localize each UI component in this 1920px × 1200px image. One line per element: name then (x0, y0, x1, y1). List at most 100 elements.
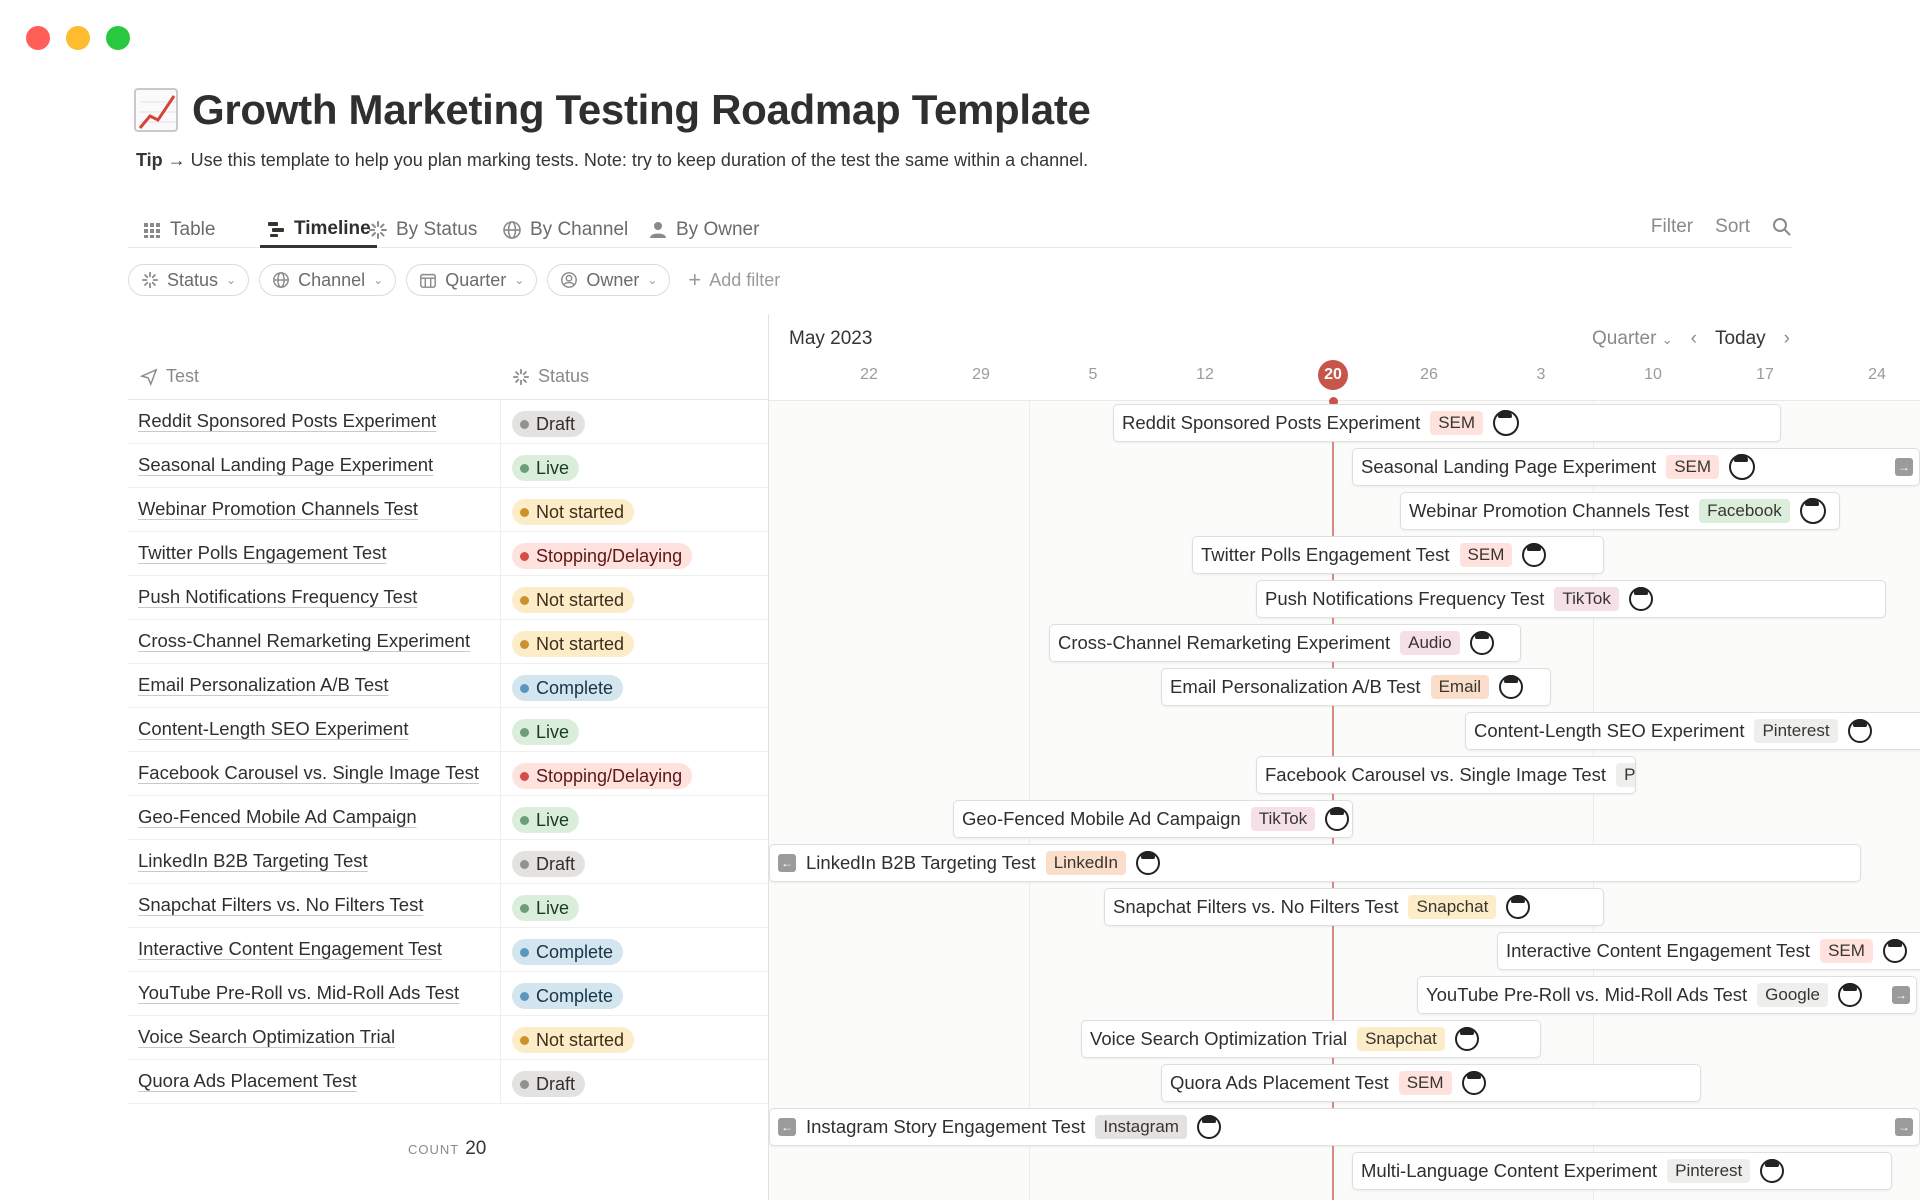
tab-table[interactable]: Table (136, 212, 221, 248)
table-row[interactable]: Voice Search Optimization Trial Not start… (128, 1016, 768, 1060)
timeline-bar[interactable]: ← LinkedIn B2B Targeting Test LinkedIn (769, 844, 1861, 882)
tab-by-status[interactable]: By Status (362, 212, 483, 248)
status-badge[interactable]: Not started (512, 499, 635, 525)
owner-avatar[interactable] (1729, 454, 1756, 480)
timeline-bar[interactable]: Seasonal Landing Page Experiment SEM → (1352, 448, 1920, 486)
sort-button[interactable]: Sort (1715, 216, 1750, 237)
owner-avatar[interactable] (1522, 543, 1547, 567)
table-row[interactable]: Facebook Carousel vs. Single Image Test S… (128, 752, 768, 796)
status-badge[interactable]: Stopping/Delaying (512, 543, 693, 569)
status-badge[interactable]: Not started (512, 631, 635, 657)
status-badge[interactable]: Draft (512, 851, 586, 877)
status-badge[interactable]: Complete (512, 939, 624, 965)
test-name[interactable]: Quora Ads Placement Test (138, 1070, 357, 1091)
test-name[interactable]: Twitter Polls Engagement Test (138, 542, 387, 563)
timeline-bar[interactable]: Facebook Carousel vs. Single Image Test P… (1256, 756, 1636, 794)
table-row[interactable]: Twitter Polls Engagement Test Stopping/De… (128, 532, 768, 576)
status-badge[interactable]: Live (512, 807, 580, 833)
owner-avatar[interactable] (1760, 1159, 1785, 1183)
table-row[interactable]: Reddit Sponsored Posts Experiment Draft (128, 400, 768, 444)
timeline-bar[interactable]: Email Personalization A/B Test Email (1161, 668, 1551, 706)
status-badge[interactable]: Live (512, 719, 580, 745)
arrow-left-icon[interactable]: ← (778, 1118, 796, 1136)
filter-button[interactable]: Filter (1650, 216, 1694, 237)
test-name[interactable]: Webinar Promotion Channels Test (138, 498, 419, 519)
status-badge[interactable]: Stopping/Delaying (512, 763, 693, 789)
timeline-bar[interactable]: Voice Search Optimization Trial Snapchat (1081, 1020, 1541, 1058)
minimize-window-button[interactable] (66, 26, 90, 50)
test-name[interactable]: Snapchat Filters vs. No Filters Test (138, 894, 424, 915)
table-row[interactable]: LinkedIn B2B Targeting Test Draft (128, 840, 768, 884)
owner-avatar[interactable] (1799, 498, 1826, 524)
table-row[interactable]: Snapchat Filters vs. No Filters Test Live (128, 884, 768, 928)
status-badge[interactable]: Draft (512, 411, 586, 437)
table-row[interactable]: Push Notifications Frequency Test Not sta… (128, 576, 768, 620)
arrow-right-icon[interactable]: → (1895, 1118, 1913, 1136)
owner-avatar[interactable] (1882, 939, 1907, 963)
column-header-status[interactable]: Status (512, 366, 589, 387)
timeline-bar[interactable]: YouTube Pre-Roll vs. Mid-Roll Ads Test Go… (1417, 976, 1917, 1014)
timeline-bar[interactable]: Multi-Language Content Experiment Pintere… (1352, 1152, 1892, 1190)
status-badge[interactable]: Not started (512, 1027, 635, 1053)
table-row[interactable]: YouTube Pre-Roll vs. Mid-Roll Ads Test Co… (128, 972, 768, 1016)
test-name[interactable]: Facebook Carousel vs. Single Image Test (138, 762, 480, 783)
timeline-bar[interactable]: Quora Ads Placement Test SEM (1161, 1064, 1701, 1102)
owner-avatar[interactable] (1469, 631, 1494, 655)
timeline-bar[interactable]: Push Notifications Frequency Test TikTok (1256, 580, 1886, 618)
owner-avatar[interactable] (1325, 807, 1350, 831)
quarter-filter-chip[interactable]: Quarter ⌄ (406, 264, 538, 296)
next-period-button[interactable]: › (1783, 328, 1790, 349)
channel-filter-chip[interactable]: Channel ⌄ (259, 264, 397, 296)
table-row[interactable]: Seasonal Landing Page Experiment Live (128, 444, 768, 488)
owner-avatar[interactable] (1196, 1115, 1221, 1139)
arrow-left-icon[interactable]: ← (778, 854, 796, 872)
test-name[interactable]: YouTube Pre-Roll vs. Mid-Roll Ads Test (138, 982, 460, 1003)
table-row[interactable]: Email Personalization A/B Test Complete (128, 664, 768, 708)
status-badge[interactable]: Not started (512, 587, 635, 613)
table-row[interactable]: Geo-Fenced Mobile Ad Campaign Live (128, 796, 768, 840)
test-name[interactable]: Cross-Channel Remarketing Experiment (138, 630, 471, 651)
owner-avatar[interactable] (1506, 895, 1531, 919)
timeline-range-select[interactable]: Quarter ⌄ (1592, 328, 1673, 350)
test-name[interactable]: Email Personalization A/B Test (138, 674, 389, 695)
timeline-bar[interactable]: Webinar Promotion Channels Test Facebook (1400, 492, 1840, 530)
owner-avatar[interactable] (1135, 851, 1160, 875)
timeline-bar[interactable]: Reddit Sponsored Posts Experiment SEM (1113, 404, 1781, 442)
test-name[interactable]: Push Notifications Frequency Test (138, 586, 418, 607)
today-button[interactable]: Today (1714, 328, 1766, 349)
test-name[interactable]: Voice Search Optimization Trial (138, 1026, 396, 1047)
table-row[interactable]: Webinar Promotion Channels Test Not start… (128, 488, 768, 532)
timeline-bar[interactable]: Cross-Channel Remarketing Experiment Audi… (1049, 624, 1521, 662)
status-filter-chip[interactable]: Status ⌄ (128, 264, 250, 296)
tab-by-channel[interactable]: By Channel (496, 212, 634, 248)
timeline-bar[interactable]: ← Instagram Story Engagement Test Instagra… (769, 1108, 1920, 1146)
owner-avatar[interactable] (1837, 983, 1862, 1007)
table-row[interactable]: Content-Length SEO Experiment Live (128, 708, 768, 752)
owner-avatar[interactable] (1454, 1027, 1479, 1051)
owner-avatar[interactable] (1628, 587, 1653, 611)
close-window-button[interactable] (26, 26, 50, 50)
test-name[interactable]: Geo-Fenced Mobile Ad Campaign (138, 806, 417, 827)
table-row[interactable]: Cross-Channel Remarketing Experiment Not … (128, 620, 768, 664)
arrow-right-icon[interactable]: → (1892, 986, 1910, 1004)
owner-avatar[interactable] (1461, 1071, 1486, 1095)
timeline-bar[interactable]: Geo-Fenced Mobile Ad Campaign TikTok (953, 800, 1353, 838)
test-name[interactable]: LinkedIn B2B Targeting Test (138, 850, 368, 871)
table-row[interactable]: Quora Ads Placement Test Draft (128, 1060, 768, 1104)
test-name[interactable]: Seasonal Landing Page Experiment (138, 454, 434, 475)
table-row[interactable]: Interactive Content Engagement Test Compl… (128, 928, 768, 972)
column-header-test[interactable]: Test (140, 366, 199, 387)
status-badge[interactable]: Complete (512, 675, 624, 701)
owner-avatar[interactable] (1493, 410, 1520, 436)
status-badge[interactable]: Live (512, 895, 580, 921)
status-badge[interactable]: Live (512, 455, 580, 481)
owner-avatar[interactable] (1847, 719, 1872, 743)
test-name[interactable]: Reddit Sponsored Posts Experiment (138, 410, 437, 431)
test-name[interactable]: Content-Length SEO Experiment (138, 718, 409, 739)
panel-divider[interactable] (768, 314, 769, 1200)
status-badge[interactable]: Draft (512, 1071, 586, 1097)
owner-avatar[interactable] (1499, 675, 1524, 699)
add-filter-button[interactable]: + Add filter (688, 267, 780, 293)
